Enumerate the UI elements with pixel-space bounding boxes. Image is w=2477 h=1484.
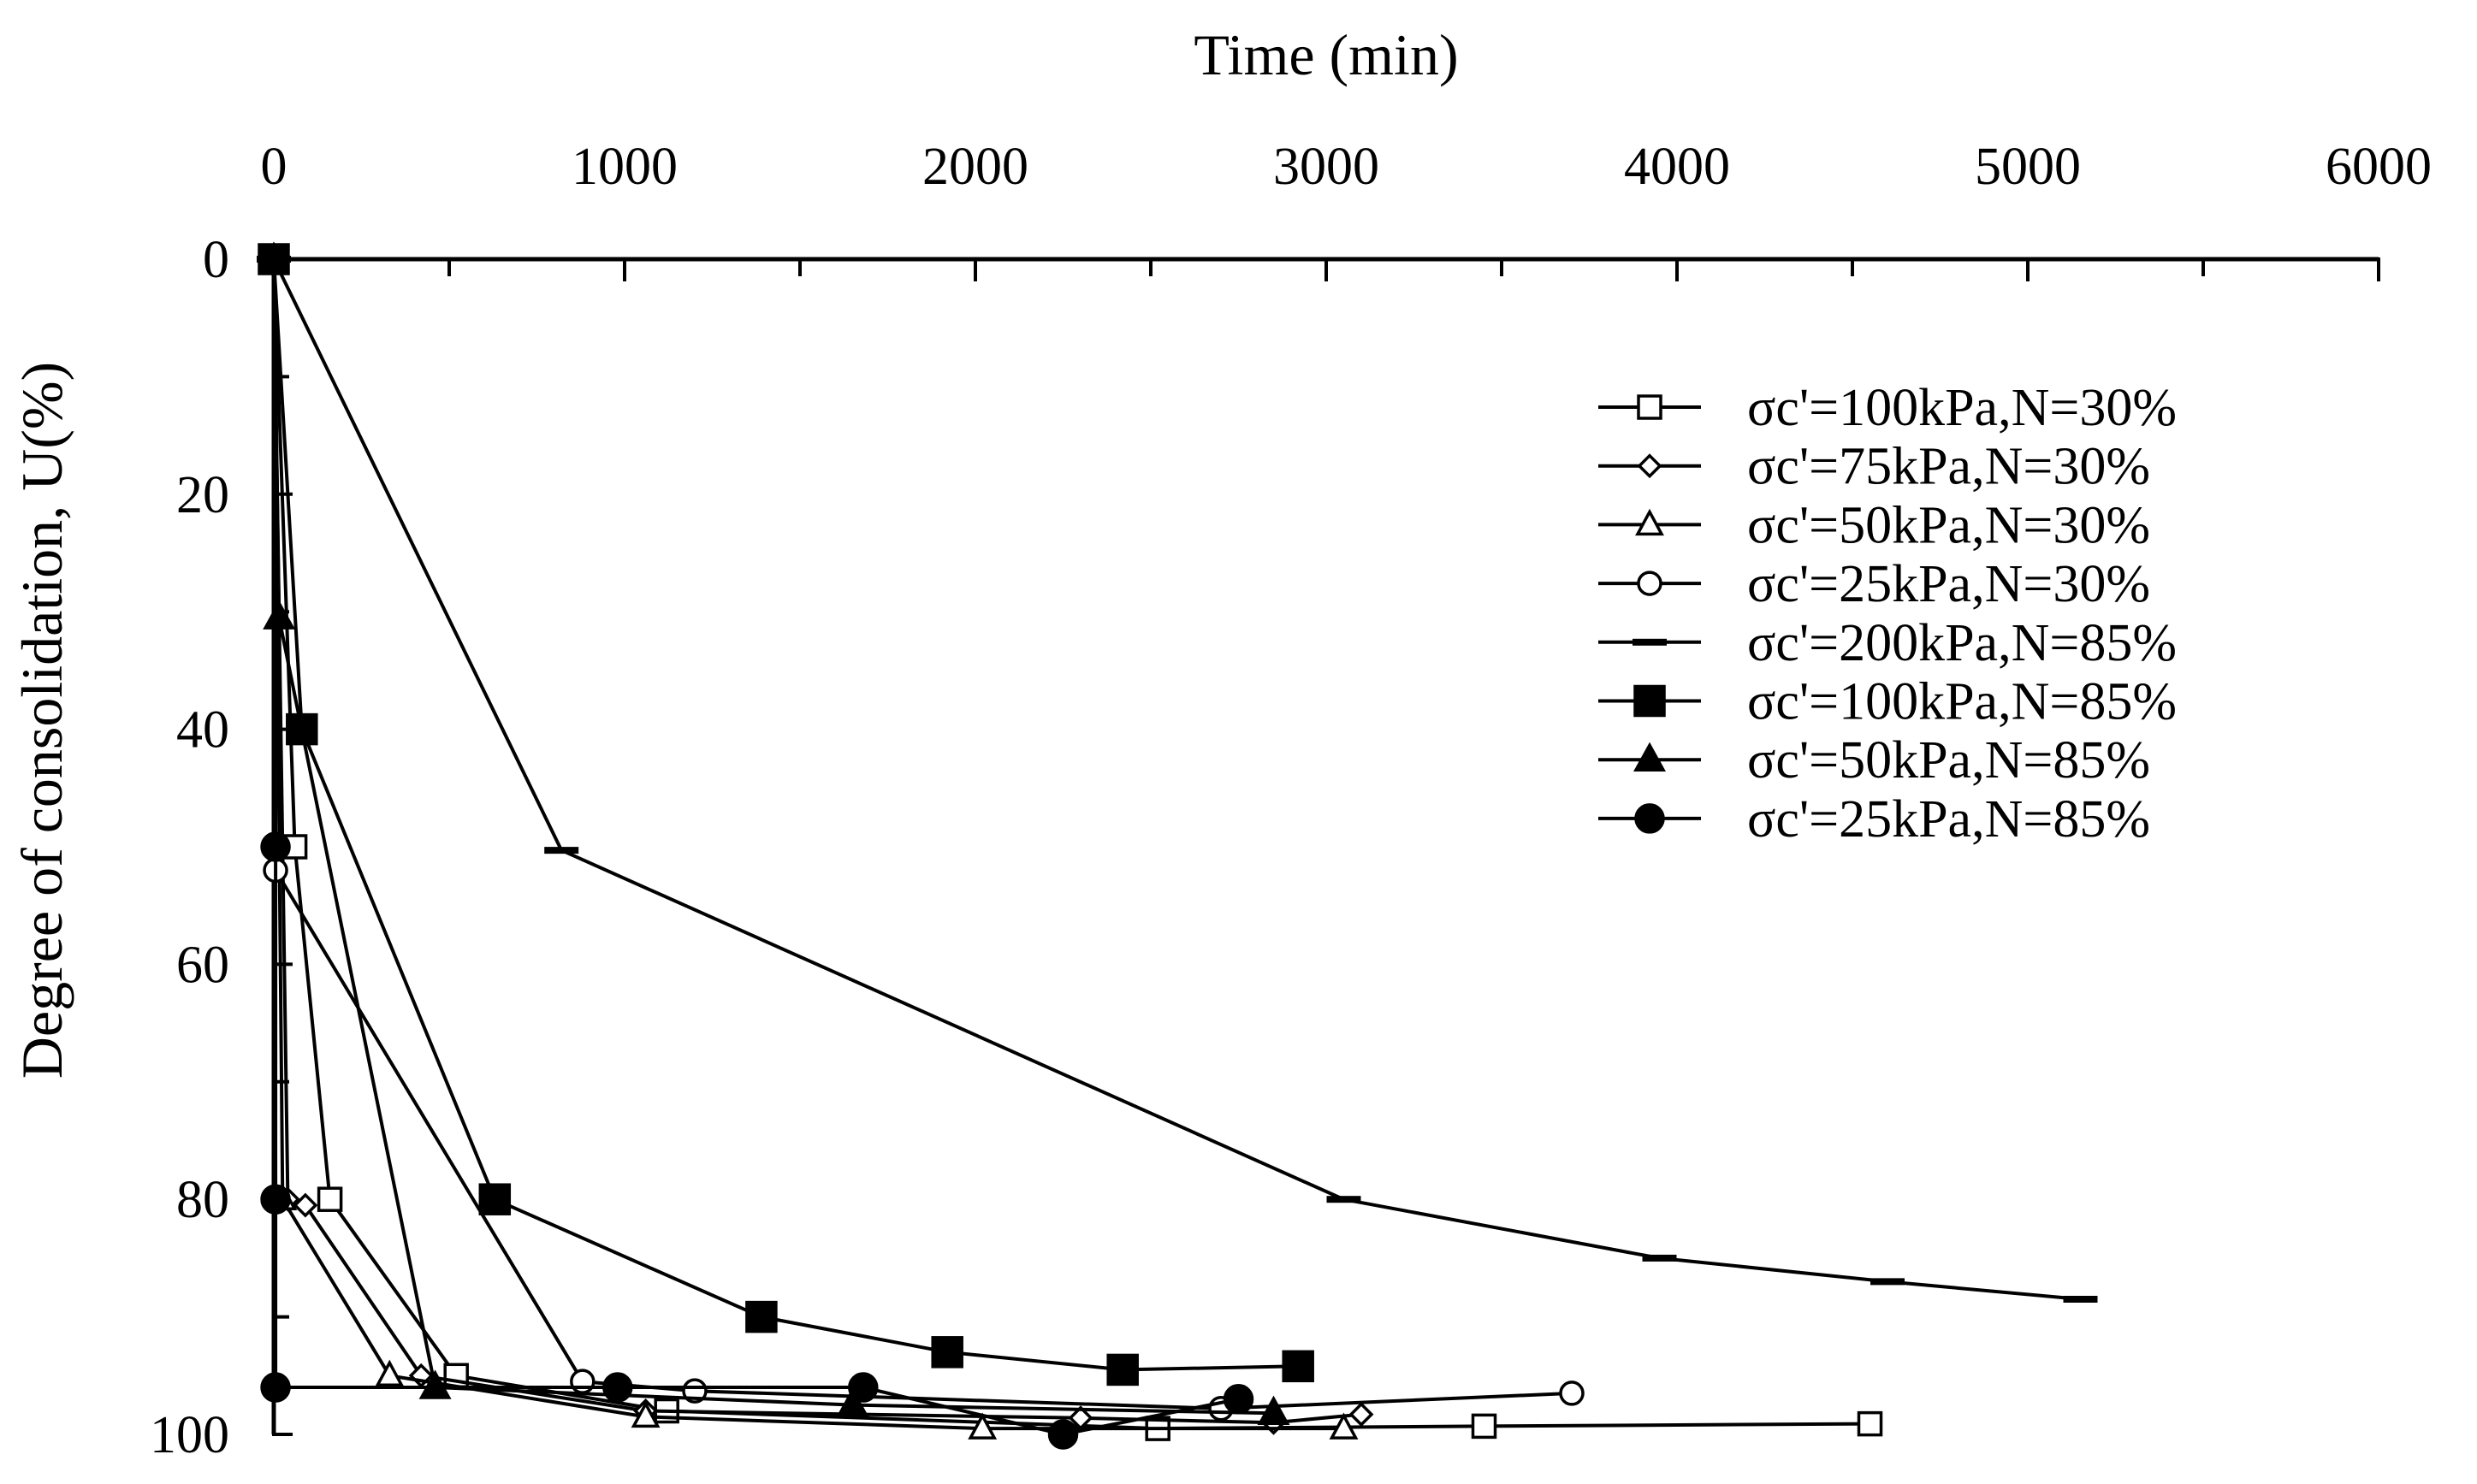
data-point [260, 1184, 291, 1215]
legend-label: σc'=25kPa,N=30% [1747, 555, 2150, 613]
data-point [1326, 1196, 1361, 1203]
data-point [1047, 1419, 1079, 1450]
data-point [478, 1183, 512, 1215]
legend-entry: σc'=100kPa,N=85% [1598, 673, 2177, 731]
y-tick-label: 80 [176, 1171, 229, 1229]
series-line [272, 258, 1239, 1436]
data-point [293, 1192, 318, 1218]
legend-entry: σc'=25kPa,N=30% [1598, 555, 2150, 613]
legend-marker [1635, 508, 1664, 536]
data-point [286, 712, 318, 746]
y-tick-label: 100 [150, 1406, 229, 1464]
data-point [260, 1372, 291, 1403]
legend-label: σc'=100kPa,N=30% [1747, 379, 2177, 437]
legend-label: σc'=25kPa,N=85% [1747, 790, 2150, 848]
data-point [836, 1387, 869, 1417]
data-point [745, 1300, 778, 1333]
legend-label: σc'=200kPa,N=85% [1747, 614, 2177, 672]
legend-marker [1633, 742, 1666, 772]
series-3 [259, 243, 1359, 1440]
legend-marker [1633, 684, 1666, 718]
data-point [260, 831, 291, 862]
data-point [1642, 1254, 1677, 1262]
data-point [1348, 1402, 1374, 1428]
data-point [1282, 1350, 1314, 1383]
data-point [631, 1400, 661, 1428]
data-point [1223, 1384, 1254, 1415]
series-line [272, 258, 1573, 1410]
legend-label: σc'=50kPa,N=30% [1747, 496, 2150, 554]
data-point [258, 244, 289, 275]
data-point [418, 1369, 452, 1399]
data-point [375, 1359, 405, 1387]
data-point [1857, 1410, 1883, 1437]
x-tick-label: 0 [261, 138, 287, 196]
x-tick-label: 1000 [572, 138, 678, 196]
data-point [1870, 1278, 1905, 1286]
legend: σc'=100kPa,N=30%σc'=75kPa,N=30%σc'=50kPa… [1598, 379, 2177, 848]
data-point [848, 1372, 879, 1403]
axes: 0 1000 2000 3000 4000 5000 6000 0 20 40 60 80 100 [150, 138, 2432, 1464]
legend-label: σc'=50kPa,N=85% [1747, 731, 2150, 789]
legend-entry: σc'=75kPa,N=30% [1598, 438, 2150, 496]
series-6 [258, 243, 1314, 1386]
legend-entry: σc'=50kPa,N=30% [1598, 496, 2150, 554]
legend-marker [1637, 394, 1662, 420]
x-tick-label: 6000 [2326, 138, 2432, 196]
data-point [1257, 1395, 1290, 1426]
legend-entry: σc'=25kPa,N=85% [1598, 790, 2150, 848]
legend-entry: σc'=50kPa,N=85% [1598, 731, 2150, 789]
series-8 [258, 244, 1254, 1450]
data-point [1329, 1412, 1359, 1440]
legend-marker [1633, 638, 1667, 646]
legend-marker [1637, 571, 1662, 596]
legend-entry: σc'=100kPa,N=30% [1598, 379, 2177, 437]
data-point [1106, 1353, 1139, 1386]
series-line [272, 258, 1299, 1372]
x-tick-label: 4000 [1624, 138, 1730, 196]
data-point [317, 1186, 343, 1212]
x-tick-label: 3000 [1273, 138, 1379, 196]
legend-label: σc'=75kPa,N=30% [1747, 438, 2150, 496]
series-line [272, 258, 2081, 1301]
series-1 [261, 246, 1883, 1441]
data-point [931, 1336, 963, 1369]
y-tick-label: 20 [176, 466, 229, 524]
series-4 [261, 246, 1585, 1422]
data-point [544, 847, 579, 854]
data-point [1471, 1413, 1497, 1440]
data-point [2063, 1295, 2098, 1303]
y-tick-label: 40 [176, 701, 229, 760]
series-line [272, 258, 1344, 1431]
legend-marker [1637, 453, 1662, 479]
legend-entry: σc'=200kPa,N=85% [1598, 614, 2177, 672]
data-point [263, 600, 296, 630]
y-tick-label: 0 [203, 231, 229, 289]
series-7 [258, 241, 1290, 1426]
data-point [1559, 1381, 1585, 1406]
series-layer [257, 241, 2098, 1450]
y-axis-title: Degree of consolidation, U(%) [9, 362, 74, 1079]
x-tick-label: 2000 [922, 138, 1028, 196]
series-2 [261, 246, 1374, 1435]
series-line [272, 258, 1274, 1416]
x-axis-title: Time (min) [1194, 22, 1458, 87]
data-point [968, 1412, 998, 1440]
data-point [570, 1369, 596, 1394]
y-tick-label: 60 [176, 936, 229, 994]
legend-label: σc'=100kPa,N=85% [1747, 673, 2177, 731]
data-point [602, 1372, 633, 1403]
x-tick-label: 5000 [1975, 138, 2081, 196]
series-line [272, 258, 1362, 1425]
legend-marker [1634, 803, 1665, 834]
